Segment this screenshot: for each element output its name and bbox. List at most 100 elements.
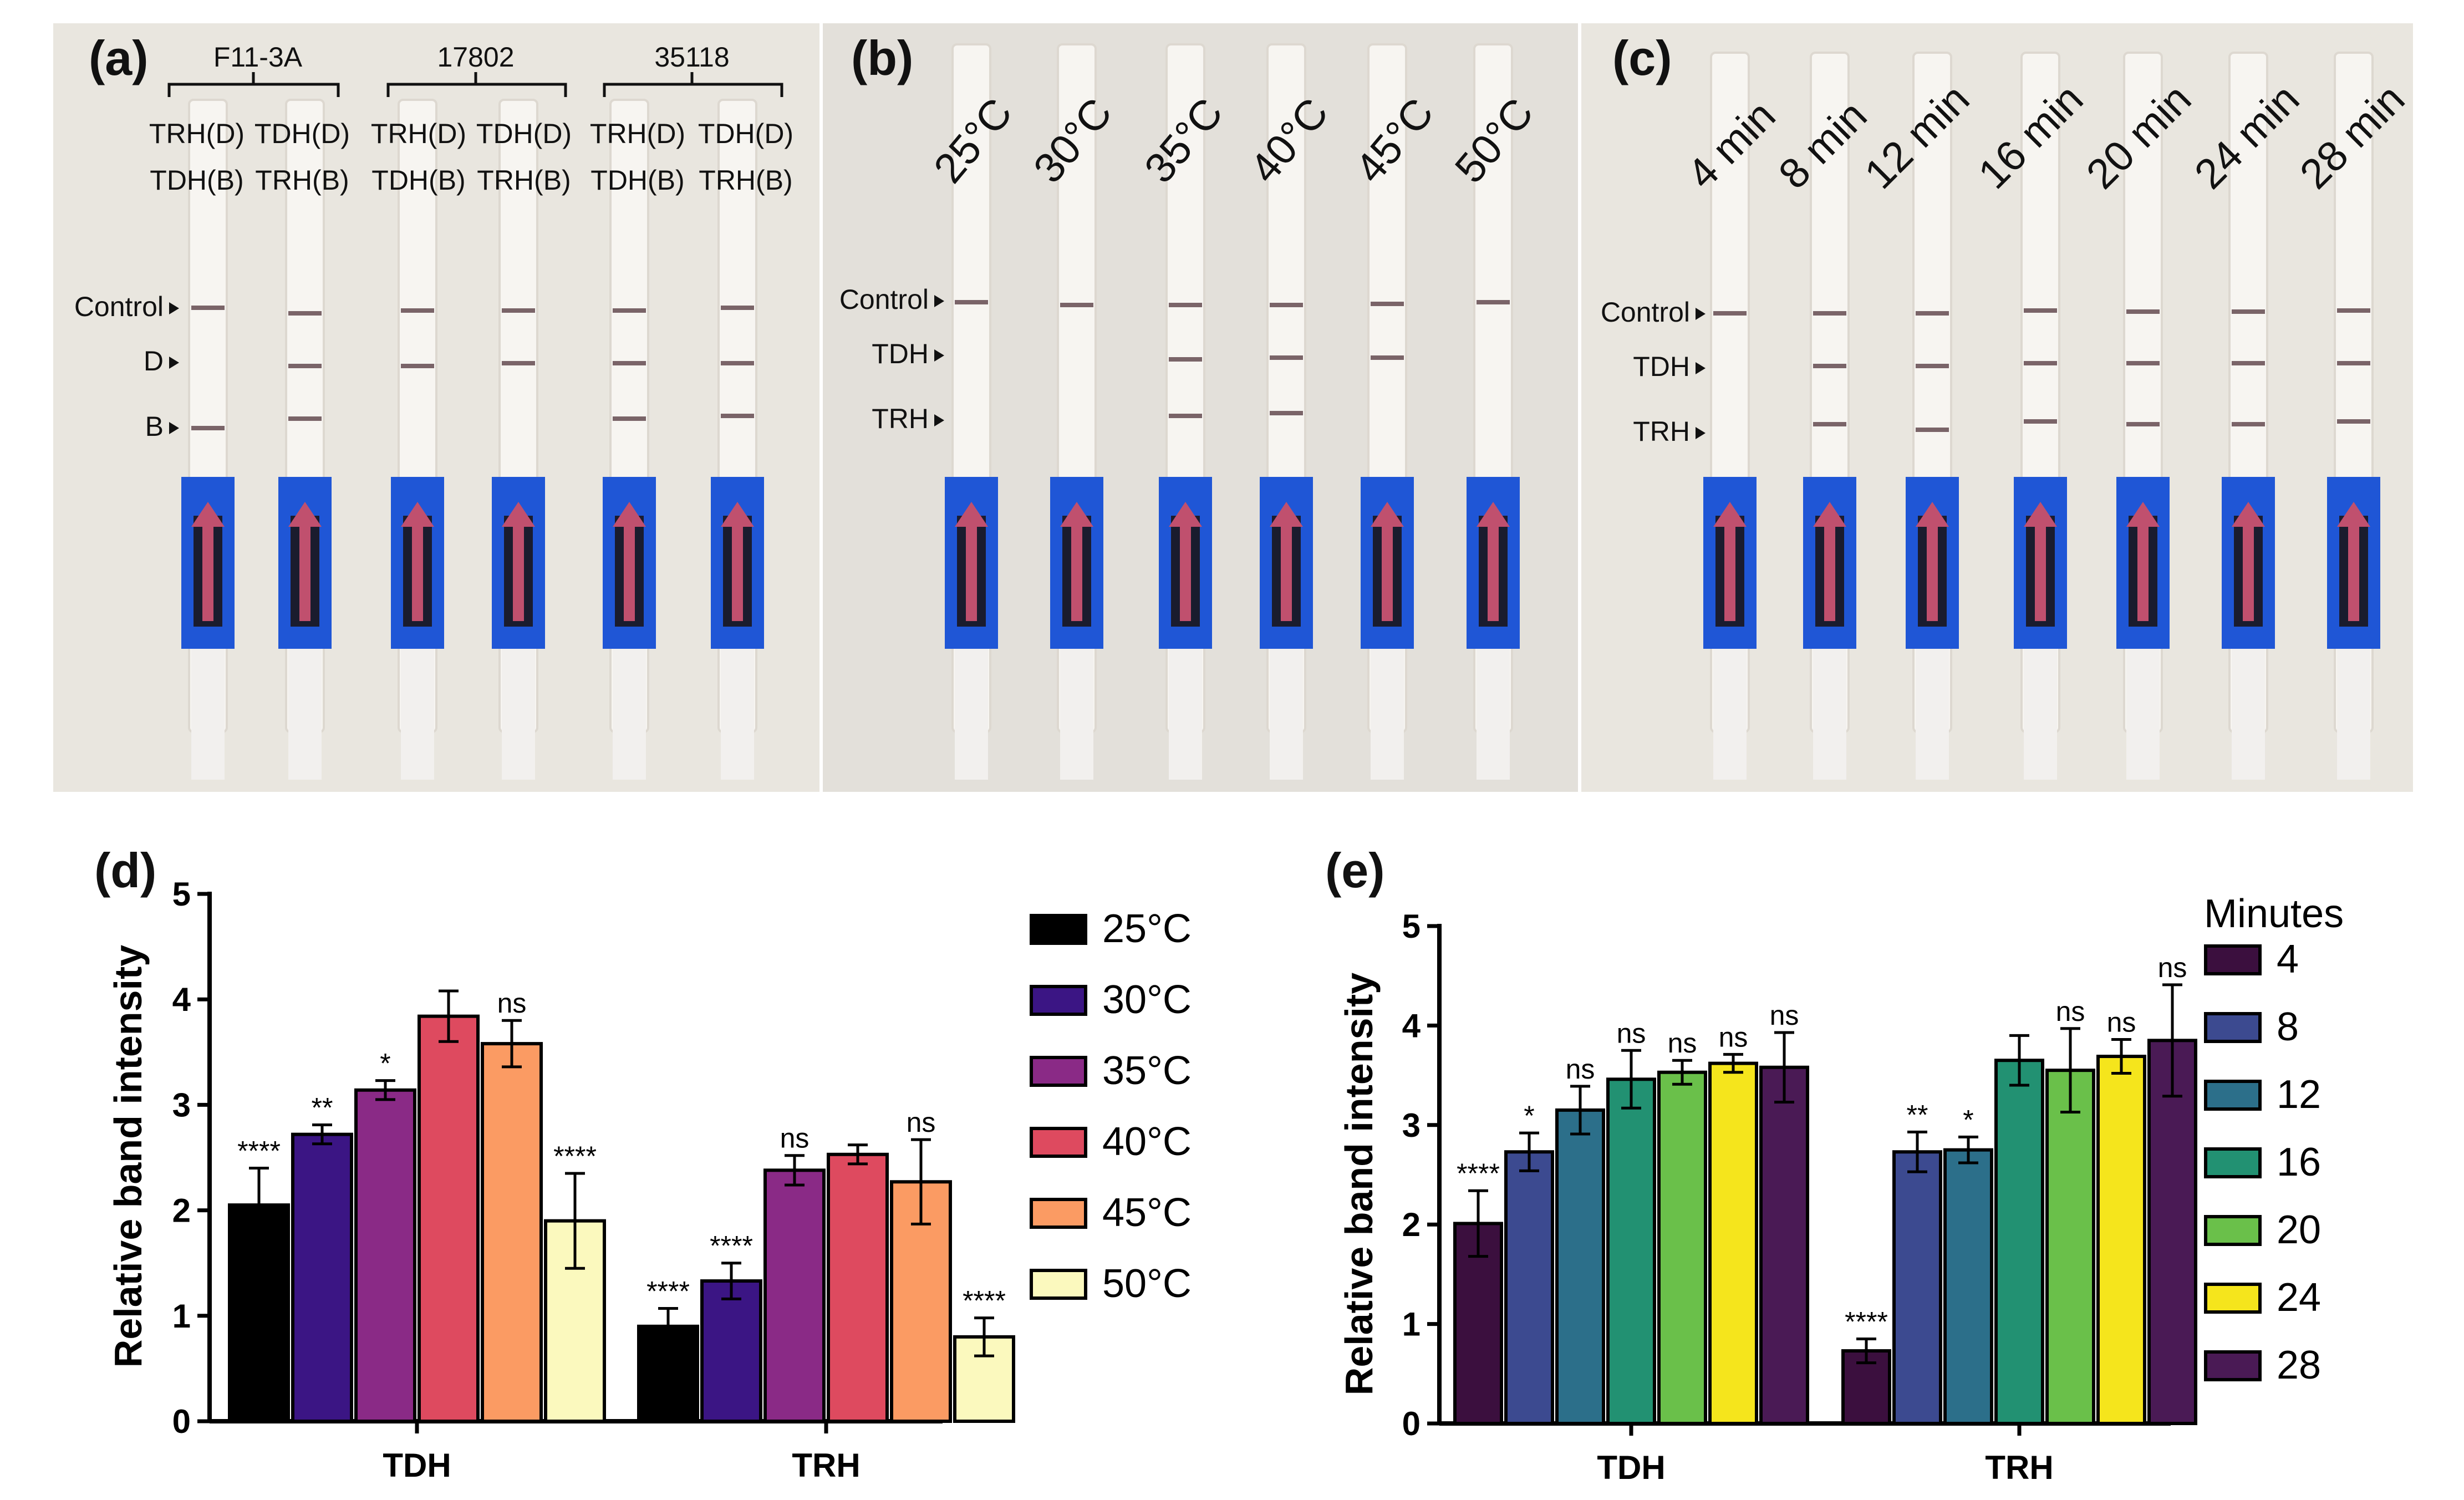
strip-arrow-head — [401, 502, 434, 527]
x-tick-label: TRH — [1985, 1449, 2053, 1486]
y-tick-label: 5 — [1402, 908, 1421, 945]
significance-label: ns — [497, 988, 527, 1019]
bar — [1657, 1070, 1707, 1425]
strip-arrow-shaft — [2243, 521, 2254, 621]
legend-label: 25°C — [1102, 907, 1192, 951]
strip-arrow-shaft — [1180, 521, 1191, 621]
bar — [827, 1152, 889, 1423]
strip-arrow-head — [288, 502, 322, 527]
y-tick-label: 1 — [1402, 1306, 1421, 1343]
test-strip — [1803, 52, 1856, 780]
panel-d-label: (d) — [94, 843, 156, 898]
bar — [763, 1168, 826, 1423]
strip-arrow-head — [955, 502, 988, 527]
bar — [1708, 1061, 1758, 1425]
legend-label: 30°C — [1102, 978, 1192, 1022]
strip-bottom-label: TRH(B) — [255, 165, 349, 196]
strip-arrow-shaft — [1488, 521, 1499, 621]
strip-arrow-shaft — [1824, 521, 1835, 621]
test-strip — [1906, 52, 1959, 780]
strip-sample-pad — [721, 649, 754, 780]
marker-control-a: Control — [74, 291, 164, 322]
strip-arrow-shaft — [1281, 521, 1292, 621]
significance-label: * — [1963, 1104, 1973, 1135]
significance-label: ns — [1770, 1000, 1799, 1031]
strip-arrow-shaft — [1927, 521, 1938, 621]
test-strip — [1159, 43, 1212, 780]
significance-label: ns — [1566, 1054, 1595, 1085]
bar — [1555, 1108, 1605, 1425]
panel-b-label: (b) — [851, 30, 913, 85]
legend-swatch — [2204, 1215, 2262, 1246]
strip-sample-pad — [401, 649, 434, 780]
strip-top-labels: TRH(D) TDH(D) TRH(D) TDH(D) TRH(D) TDH(D) — [149, 118, 793, 149]
legend-label: 50°C — [1102, 1262, 1192, 1306]
strip-sample-pad — [613, 649, 646, 780]
marker-control-c: Control — [1601, 297, 1690, 328]
significance-label: **** — [710, 1230, 753, 1262]
legend-swatch — [2204, 1012, 2262, 1043]
e-legend-title: Minutes — [2204, 892, 2344, 936]
bar — [700, 1279, 762, 1423]
strip-bottom-labels: TDH(B) TRH(B) TDH(B) TRH(B) TDH(B) TRH(B) — [150, 165, 792, 196]
strip-arrow-head — [721, 502, 754, 527]
test-strip — [1361, 43, 1414, 780]
strip-sample-pad — [2232, 649, 2265, 780]
strip-arrow-head — [502, 502, 535, 527]
strip-sample-pad — [2126, 649, 2160, 780]
test-strip — [603, 99, 656, 780]
strip-arrow-shaft — [412, 521, 423, 621]
strip-arrow-shaft — [513, 521, 524, 621]
strip-arrow-shaft — [2035, 521, 2046, 621]
strip-sample-pad — [502, 649, 535, 780]
strip-arrow-head — [2337, 502, 2370, 527]
strip-sample-pad — [1270, 649, 1303, 780]
x-tick-label: TDH — [1597, 1449, 1665, 1486]
group-brackets — [167, 72, 783, 97]
strip-arrow-shaft — [1071, 521, 1082, 621]
photo-panels: (a) F11-3A 17802 35118 TRH(D) TDH(D) TRH(D… — [53, 23, 2414, 792]
bar — [1504, 1150, 1554, 1426]
strip-bottom-label: TDH(B) — [590, 165, 684, 196]
bar — [1892, 1150, 1942, 1426]
significance-label: **** — [646, 1275, 690, 1306]
bar — [2096, 1055, 2146, 1426]
significance-label: **** — [237, 1136, 281, 1167]
strip-arrow-head — [1169, 502, 1202, 527]
marker-arrows-a — [169, 302, 179, 434]
strip-top-label: TDH(D) — [698, 118, 793, 149]
y-tick-label: 3 — [1402, 1107, 1421, 1144]
strip-arrow-head — [1060, 502, 1093, 527]
strip-arrow-shaft — [202, 521, 213, 621]
legend-swatch — [1030, 1056, 1087, 1087]
bar — [1453, 1222, 1503, 1425]
strip-arrow-head — [1270, 502, 1303, 527]
legend-swatch — [1030, 985, 1087, 1016]
significance-label: ns — [2158, 952, 2187, 983]
y-tick-label: 4 — [172, 981, 191, 1018]
legend-swatch — [2204, 944, 2262, 975]
significance-label: ns — [780, 1123, 810, 1154]
y-tick-label: 5 — [172, 876, 191, 913]
strip-sample-pad — [1060, 649, 1093, 780]
y-tick-label: 4 — [1402, 1007, 1421, 1044]
y-tick-label: 0 — [1402, 1405, 1421, 1442]
legend-swatch — [1030, 1198, 1087, 1229]
marker-b-a: B — [145, 411, 164, 442]
strip-arrow-shaft — [966, 521, 977, 621]
significance-label: ** — [1907, 1099, 1928, 1130]
legend-swatch — [2204, 1147, 2262, 1178]
y-tick-label: 2 — [172, 1192, 191, 1229]
significance-label: ns — [1617, 1018, 1646, 1049]
strip-bottom-label: TDH(B) — [371, 165, 465, 196]
marker-arrows-b — [934, 295, 944, 426]
strip-arrow-head — [613, 502, 646, 527]
strip-arrow-head — [1813, 502, 1846, 527]
strip-sample-pad — [2024, 649, 2057, 780]
legend-label: 35°C — [1102, 1049, 1192, 1093]
legend-swatch — [1030, 914, 1087, 945]
strip-bottom-label: TRH(B) — [477, 165, 571, 196]
test-strip — [2327, 52, 2380, 780]
significance-label: ns — [2056, 996, 2085, 1027]
strips-a — [181, 99, 764, 780]
